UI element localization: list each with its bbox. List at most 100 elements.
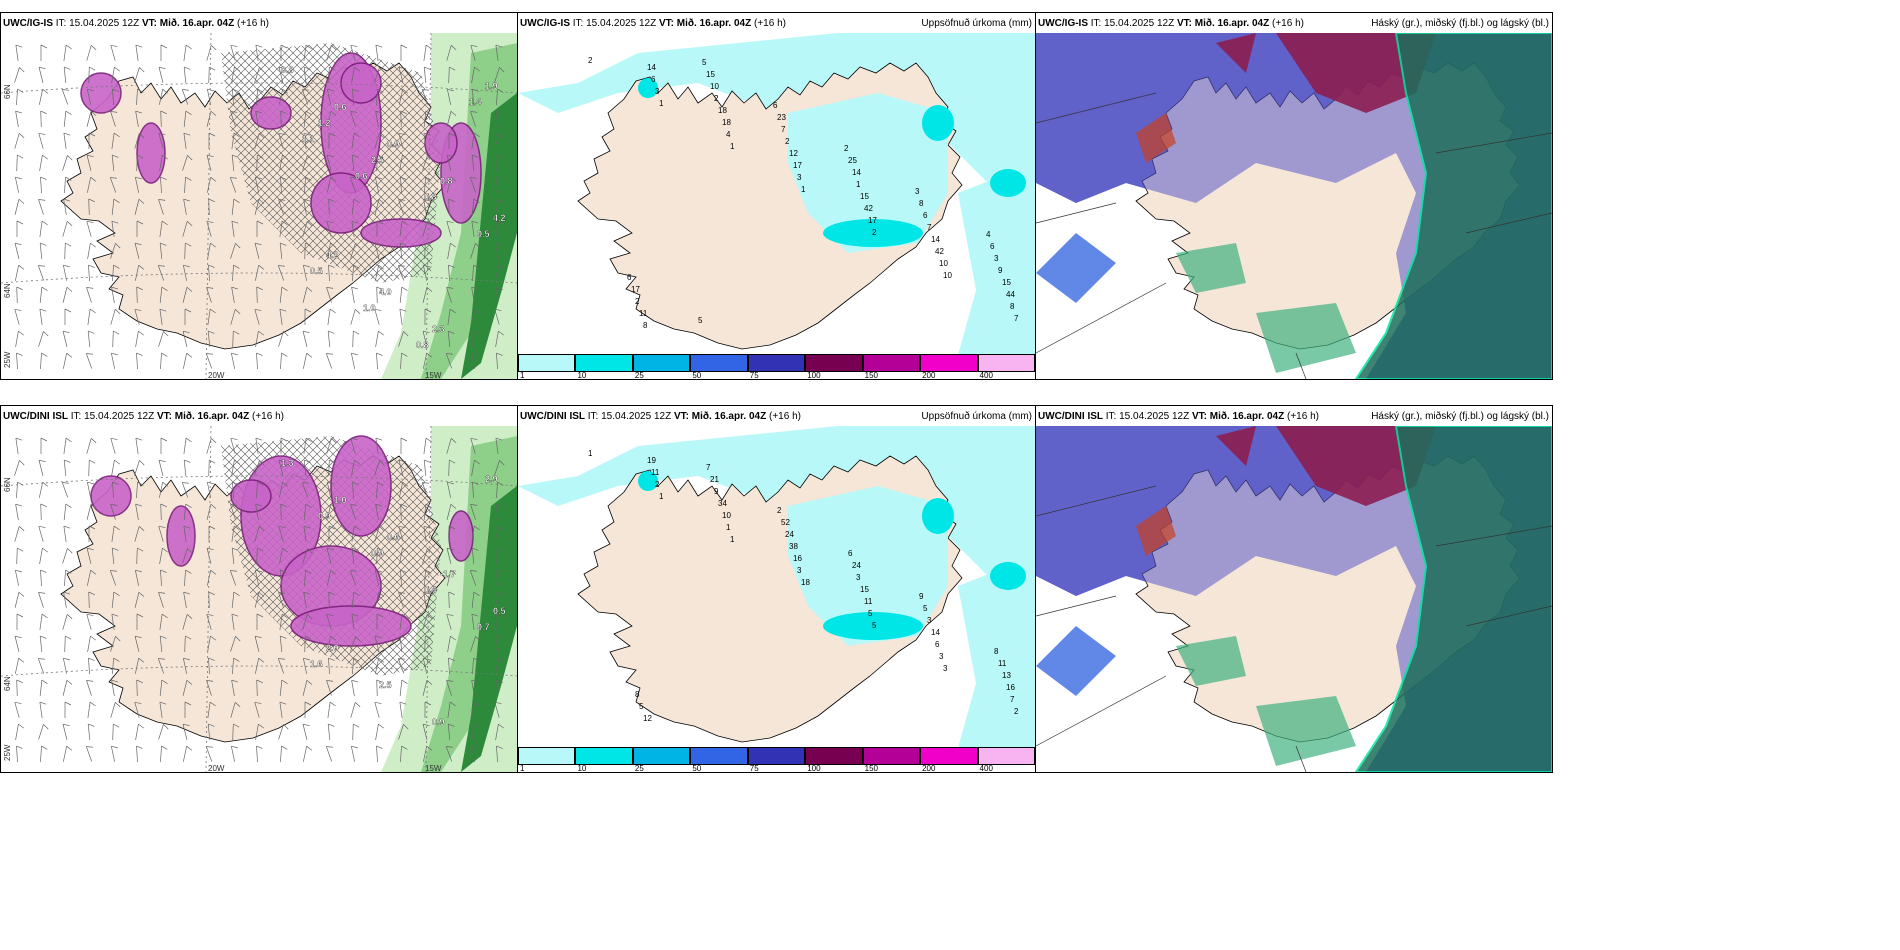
barb-staff [86, 177, 92, 193]
wind-barb [494, 526, 505, 542]
barb-flag [110, 570, 117, 572]
barb-flag [330, 438, 337, 444]
value-label: 0.8 [416, 340, 429, 350]
value-label: 6 [848, 549, 853, 558]
value-label: 7 [1010, 695, 1015, 704]
barb-staff [232, 657, 234, 675]
barb-flag [235, 636, 241, 642]
wind-barb [399, 613, 408, 630]
barb-flag [377, 88, 384, 93]
wind-barb [88, 657, 95, 675]
wind-barb [15, 503, 23, 520]
wind-barb [158, 331, 169, 347]
barb-flag [448, 264, 455, 268]
barb-staff [183, 438, 187, 454]
barb-staff [495, 331, 499, 347]
wind-barb [110, 437, 118, 454]
barb-flag [208, 264, 215, 268]
wind-barb [303, 198, 311, 215]
wind-barb [86, 45, 97, 61]
wind-barb [159, 308, 167, 325]
barb-flag [351, 679, 359, 683]
barb-flag [86, 220, 94, 223]
cloud-mid [1276, 426, 1436, 506]
wind-barb [303, 437, 312, 454]
wind-barb [134, 657, 145, 674]
wind-barb [86, 503, 97, 520]
wind-barb [254, 176, 262, 193]
wind-barb [254, 308, 262, 325]
barb-flag [472, 88, 479, 92]
wind-barb [63, 132, 71, 149]
wind-barb [206, 438, 217, 454]
wind-barb [134, 526, 145, 542]
wind-barb [471, 679, 479, 696]
barb-staff [326, 111, 332, 127]
value-label: 1.3 [281, 458, 294, 468]
barb-staff [85, 746, 93, 762]
value-label: 0.6 [355, 171, 368, 181]
wind-barb [470, 111, 478, 127]
wind-barb [158, 66, 166, 83]
barb-staff [112, 264, 114, 282]
barb-flag [303, 132, 311, 136]
barb-staff [447, 309, 451, 325]
barb-staff [256, 481, 258, 499]
barb-flag [63, 525, 71, 529]
wind-barb [279, 308, 287, 325]
barb-staff [327, 702, 331, 718]
barb-flag [231, 679, 239, 683]
barb-staff [496, 352, 498, 370]
wind-barb [255, 503, 263, 520]
barb-flag [40, 635, 47, 639]
wind-barb [256, 286, 263, 304]
barb-staff [423, 526, 427, 542]
barb-flag [494, 635, 502, 639]
value-label: 0.8 [424, 192, 437, 202]
wind-barb [112, 657, 120, 675]
colorbar-tick-label: 10 [577, 764, 587, 773]
barb-flag [64, 459, 71, 463]
barb-staff [398, 724, 404, 740]
value-label: 1.1 [302, 134, 315, 144]
barb-staff [421, 482, 429, 498]
barb-staff [230, 438, 236, 454]
wind-barb [86, 110, 97, 127]
wind-barb [134, 308, 142, 325]
barb-flag [328, 657, 335, 661]
wind-barb [280, 110, 287, 128]
barb-flag [208, 330, 215, 334]
barb-staff [39, 287, 43, 303]
barb-staff [351, 680, 355, 696]
barb-flag [67, 548, 73, 554]
barb-flag [306, 745, 313, 751]
barb-staff [445, 746, 453, 762]
colorbar-tick-label: 400 [979, 764, 993, 773]
barb-staff [471, 133, 475, 149]
wind-barb [182, 330, 190, 347]
barb-staff [112, 723, 114, 741]
value-label: 13 [1002, 671, 1011, 680]
barb-staff [14, 592, 20, 608]
barb-flag [256, 352, 263, 356]
wind-barb [302, 614, 313, 630]
wind-barb [38, 459, 46, 476]
barb-staff [448, 264, 450, 282]
barb-staff [469, 177, 477, 193]
value-label: 3 [939, 652, 944, 661]
value-label: 8 [635, 690, 640, 699]
value-label: 2 [635, 297, 640, 306]
barb-flag [182, 89, 189, 91]
wind-barb [328, 66, 336, 84]
precip-light [788, 486, 948, 646]
wind-barb [424, 569, 432, 587]
lon-label-15: 15W [425, 371, 442, 380]
barb-flag [258, 330, 264, 336]
barb-flag [258, 526, 265, 532]
barb-staff [39, 636, 43, 652]
barb-flag [426, 286, 433, 292]
barb-staff [158, 724, 164, 740]
barb-flag [183, 525, 191, 529]
barb-flag [208, 525, 216, 530]
wind-barb [326, 547, 334, 564]
